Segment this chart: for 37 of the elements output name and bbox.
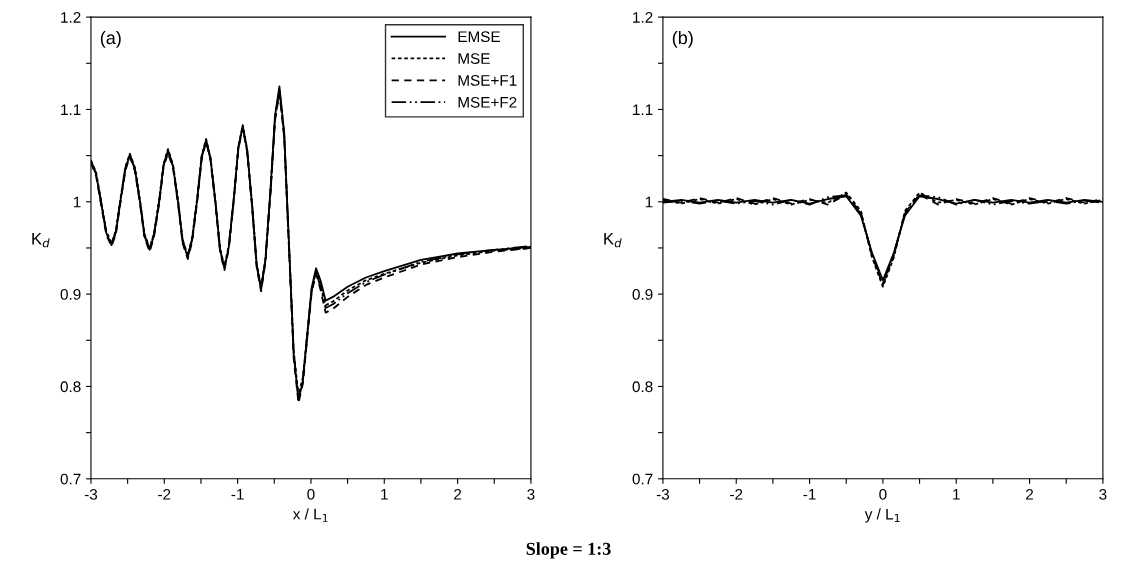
x-tick-label: -2 bbox=[730, 488, 743, 500]
x-tick-label: -2 bbox=[158, 488, 171, 500]
y-tick-label: 0.8 bbox=[632, 381, 653, 393]
x-tick-label: 3 bbox=[1099, 488, 1107, 500]
x-tick-label: 1 bbox=[381, 489, 388, 500]
text: Slope = 1:3 bbox=[526, 542, 611, 559]
y-tick-label: 0.9 bbox=[60, 288, 81, 300]
x-tick-label: -3 bbox=[656, 488, 670, 500]
x-tick-label: 0 bbox=[879, 488, 887, 500]
y-axis-title: K$_{d}$ bbox=[32, 232, 50, 248]
annotation: (a) bbox=[100, 30, 121, 48]
x-tick-label: -3 bbox=[84, 488, 98, 500]
x-tick-label: 0 bbox=[307, 488, 315, 500]
x-tick-label: 2 bbox=[1026, 488, 1034, 500]
y-tick-label: 1.1 bbox=[61, 104, 81, 115]
x-tick-label: 2 bbox=[454, 488, 462, 500]
x-tick-label: -1 bbox=[803, 489, 816, 500]
legend-label: MSE+F2 bbox=[458, 96, 517, 108]
y-tick-label: 0.7 bbox=[632, 473, 653, 485]
y-tick-label: 0.7 bbox=[60, 473, 81, 485]
y-tick-label: 1.2 bbox=[633, 11, 653, 23]
y-tick-label: 1.2 bbox=[61, 11, 81, 23]
y-axis-title: K$_{d}$ bbox=[604, 232, 622, 248]
x-tick-label: 1 bbox=[953, 489, 960, 500]
y-tick-label: 0.9 bbox=[632, 288, 653, 300]
annotation: (b) bbox=[672, 30, 693, 48]
x-tick-label: 3 bbox=[527, 488, 535, 500]
x-axis-title: y / L$_{1}$ bbox=[864, 508, 900, 523]
legend-label: EMSE bbox=[458, 31, 500, 43]
x-tick-label: -1 bbox=[231, 489, 244, 500]
legend-label: MSE bbox=[458, 53, 490, 64]
y-tick-label: 0.8 bbox=[60, 381, 81, 393]
y-tick-label: 1.1 bbox=[633, 104, 653, 115]
legend-label: MSE+F1 bbox=[458, 75, 517, 86]
y-tick-label: 1 bbox=[73, 196, 81, 208]
y-tick-label: 1 bbox=[645, 196, 653, 208]
x-axis-title: x / L$_{1}$ bbox=[292, 508, 328, 522]
